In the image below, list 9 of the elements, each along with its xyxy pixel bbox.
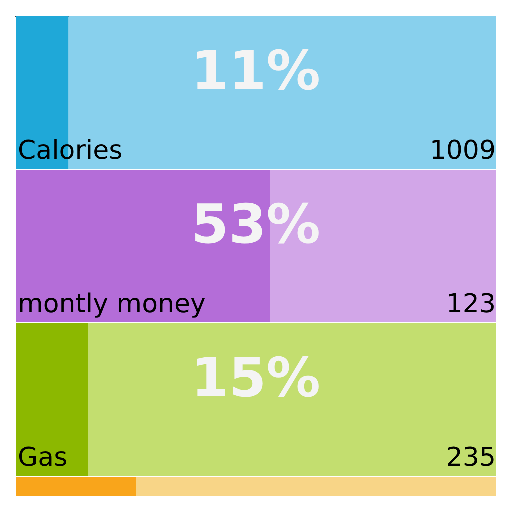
y-tick-label: Calories: [18, 136, 123, 166]
y-tick-label: montly money: [18, 290, 206, 320]
annotation: 235: [446, 443, 496, 473]
annotation: 1009: [430, 136, 496, 166]
data-label: 15%: [191, 346, 321, 410]
data-label: 53%: [191, 193, 321, 256]
annotation: 123: [446, 290, 496, 320]
data-label: 11%: [191, 40, 321, 102]
y-tick-label: Gas: [18, 443, 68, 473]
